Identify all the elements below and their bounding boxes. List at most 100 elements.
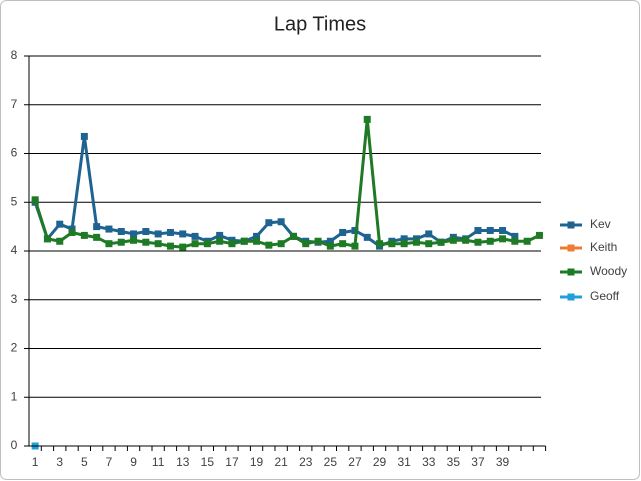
- legend-label: Kev: [590, 217, 611, 231]
- y-tick-label: 6: [11, 146, 18, 160]
- data-point: [154, 240, 162, 248]
- legend-label: Woody: [590, 264, 627, 278]
- x-tick-label: 37: [471, 455, 485, 469]
- data-point: [277, 240, 285, 248]
- data-point: [265, 219, 273, 227]
- data-point: [56, 237, 64, 245]
- data-point: [425, 230, 433, 238]
- data-point: [314, 237, 322, 245]
- y-tick-label: 1: [11, 389, 18, 403]
- data-point: [228, 240, 236, 248]
- data-point: [56, 220, 64, 228]
- x-tick-label: 3: [56, 455, 63, 469]
- data-point: [277, 218, 285, 226]
- data-point: [130, 236, 138, 244]
- data-point: [302, 240, 310, 248]
- data-point: [339, 228, 347, 236]
- legend-label: Geoff: [590, 289, 620, 303]
- x-tick-label: 25: [324, 455, 338, 469]
- x-tick-label: 15: [201, 455, 215, 469]
- data-point: [117, 238, 125, 246]
- data-point: [191, 240, 199, 248]
- data-point: [166, 228, 174, 236]
- data-point: [68, 228, 76, 236]
- x-tick-label: 27: [348, 455, 362, 469]
- y-tick-label: 5: [11, 194, 18, 208]
- legend-marker: [567, 221, 575, 229]
- data-point: [179, 230, 187, 238]
- data-point: [388, 240, 396, 248]
- x-tick-label: 33: [422, 455, 436, 469]
- data-point: [80, 132, 88, 140]
- data-point: [339, 240, 347, 248]
- x-tick-label: 9: [130, 455, 137, 469]
- x-tick-label: 29: [373, 455, 387, 469]
- data-point: [449, 236, 457, 244]
- data-point: [142, 238, 150, 246]
- data-point: [474, 227, 482, 235]
- data-point: [351, 227, 359, 235]
- x-tick-label: 17: [225, 455, 239, 469]
- data-point: [486, 227, 494, 235]
- data-point: [462, 236, 470, 244]
- data-point: [523, 237, 531, 245]
- data-point: [142, 228, 150, 235]
- data-point: [363, 233, 371, 241]
- x-tick-label: 23: [299, 455, 313, 469]
- data-point: [289, 232, 297, 240]
- legend-marker: [567, 293, 575, 301]
- data-point: [326, 237, 334, 245]
- data-point: [499, 235, 507, 243]
- data-point: [511, 237, 519, 245]
- data-point: [179, 243, 187, 251]
- x-tick-label: 39: [496, 455, 510, 469]
- data-point: [93, 223, 101, 231]
- data-point: [412, 238, 420, 246]
- data-point: [474, 238, 482, 246]
- y-tick-label: 2: [11, 341, 18, 355]
- data-point: [363, 115, 371, 123]
- legend-marker: [567, 244, 575, 252]
- legend-marker: [567, 268, 575, 276]
- data-point: [326, 242, 334, 250]
- data-point: [191, 232, 199, 240]
- data-point: [130, 230, 138, 238]
- y-tick-label: 7: [11, 97, 18, 111]
- data-point: [216, 237, 224, 245]
- data-point: [437, 238, 445, 246]
- data-point: [351, 242, 359, 250]
- data-point: [203, 240, 211, 248]
- x-tick-label: 5: [81, 455, 88, 469]
- chart-title: Lap Times: [274, 13, 366, 35]
- y-tick-label: 0: [11, 438, 18, 452]
- x-tick-label: 1: [32, 455, 39, 469]
- data-point: [43, 235, 51, 243]
- data-point: [216, 231, 224, 239]
- y-tick-label: 3: [11, 292, 18, 306]
- data-point: [425, 240, 433, 248]
- data-point: [31, 196, 39, 204]
- x-tick-label: 35: [447, 455, 461, 469]
- data-point: [511, 232, 519, 240]
- x-tick-label: 13: [176, 455, 190, 469]
- data-point: [253, 237, 261, 245]
- data-point: [105, 240, 113, 248]
- data-point: [265, 241, 273, 249]
- y-tick-label: 4: [11, 243, 18, 257]
- data-point: [400, 235, 408, 243]
- x-tick-label: 21: [274, 455, 288, 469]
- y-tick-label: 8: [11, 48, 18, 62]
- data-point: [253, 232, 261, 240]
- legend-label: Keith: [590, 240, 617, 254]
- series-line: [33, 134, 516, 248]
- data-point: [240, 237, 248, 245]
- data-point: [499, 227, 507, 235]
- data-point: [105, 225, 113, 233]
- data-point: [486, 237, 494, 245]
- x-tick-label: 31: [397, 455, 411, 469]
- x-tick-label: 11: [152, 455, 165, 469]
- data-point: [117, 228, 125, 235]
- data-point: [400, 240, 408, 248]
